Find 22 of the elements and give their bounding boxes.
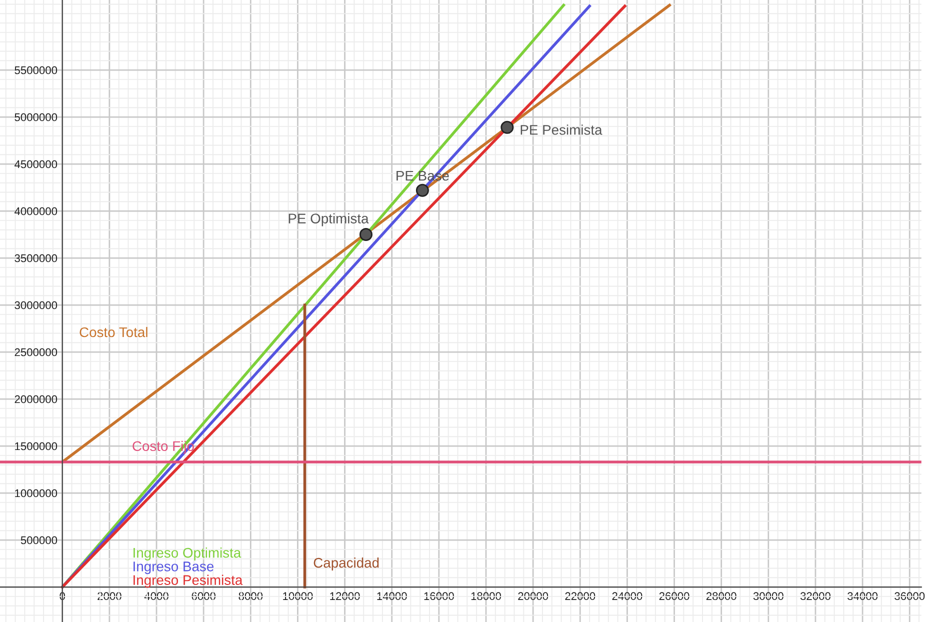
- series-label: Capacidad: [314, 558, 379, 570]
- x-tick-label: 12000: [330, 592, 360, 600]
- annotation: PE Pesimista: [520, 124, 602, 135]
- point: [500, 120, 514, 134]
- annotation: PE Optimista: [288, 213, 369, 226]
- y-tick-label: 4500000: [14, 160, 58, 168]
- point: [359, 228, 372, 242]
- y-tick-label: 1000000: [15, 489, 58, 498]
- y-tick-label: 3000000: [14, 301, 58, 310]
- text: Ingreso Pesimista: [134, 574, 243, 588]
- point: [416, 184, 429, 197]
- y-tick-label: 3500000: [14, 254, 58, 262]
- y-tick-label: 1500000: [15, 442, 58, 450]
- y-tick-label: 2000000: [14, 395, 58, 404]
- y-tick-label: 4000000: [14, 207, 58, 216]
- text: Ingreso Base: [134, 562, 214, 574]
- y-tick-label: 5000000: [14, 113, 58, 122]
- y-tick-label: 500000: [20, 536, 58, 544]
- y-tick-label: 5500000: [14, 66, 58, 74]
- text: Costo Total: [80, 326, 148, 338]
- y-tick-label: 2500000: [14, 348, 58, 356]
- text: Ingreso Optimista: [134, 548, 242, 560]
